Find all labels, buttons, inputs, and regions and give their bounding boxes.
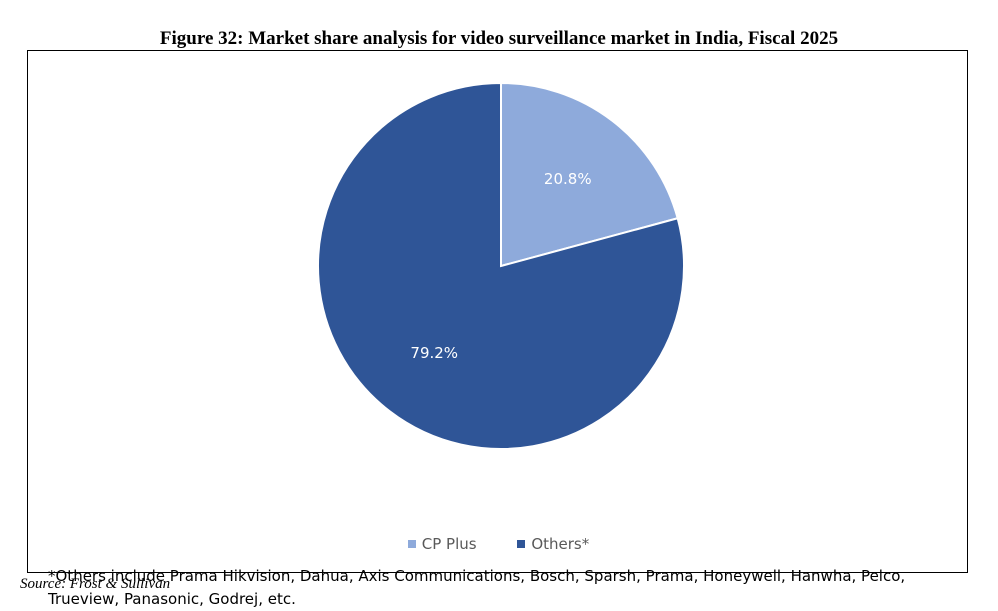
legend-item-cp-plus: CP Plus <box>407 535 477 553</box>
chart-frame: 20.8% 79.2% CP Plus Others* *Others inclu… <box>27 50 969 608</box>
legend-item-others: Others* <box>517 535 589 553</box>
pie-slice-cp-plus <box>500 81 679 268</box>
data-label-others: 79.2% <box>410 344 458 362</box>
figure-title: Figure 32: Market share analysis for vid… <box>159 28 839 49</box>
legend-swatch-cp-plus <box>407 540 416 548</box>
data-label-cp-plus: 20.8% <box>544 170 592 188</box>
legend-swatch-others <box>517 540 526 548</box>
source-note: Source: Frost & Sullivan <box>20 576 171 592</box>
pie-chart: 20.8% 79.2% <box>317 81 685 450</box>
legend-label-cp-plus: CP Plus <box>421 535 477 553</box>
chart-footnote: *Others include Prama Hikvision, Dahua, … <box>48 565 948 611</box>
footnote-line-2: Trueview, Panasonic, Godrej, etc. <box>48 590 296 608</box>
legend-label-others: Others* <box>531 535 590 553</box>
chart-legend: CP Plus Others* <box>28 534 969 553</box>
pie-slice-others <box>317 81 685 450</box>
footnote-line-1: *Others include Prama Hikvision, Dahua, … <box>48 567 906 585</box>
